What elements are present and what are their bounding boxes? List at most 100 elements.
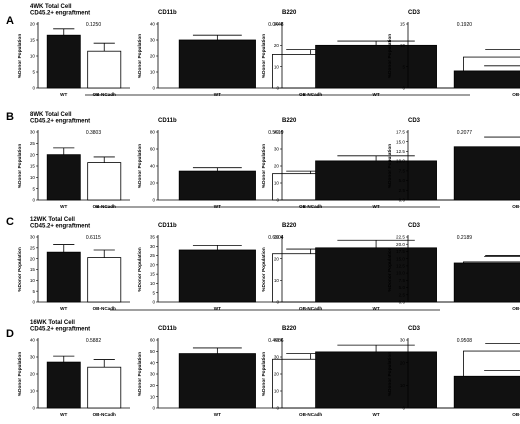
p-value-label: 0.6304 — [268, 235, 284, 241]
bar-wt — [453, 146, 520, 201]
x-category-label: WT — [60, 412, 67, 417]
bar-wt — [46, 154, 81, 201]
chart-subtitle: CD45.2+ engraftment — [30, 11, 90, 17]
x-category-label: OB-NCadh — [299, 204, 322, 209]
bar-ob-ncadh — [87, 162, 122, 201]
p-value-label: 0.1250 — [86, 22, 102, 28]
chart-title: B220 — [282, 326, 297, 332]
chart-title: B220 — [282, 10, 297, 16]
y-tick-label: 30 — [274, 147, 280, 152]
chart-title: CD11b — [158, 10, 177, 16]
y-tick-label: 17.5 — [396, 130, 405, 135]
y-tick-label: 20 — [150, 262, 156, 267]
y-tick-label: 10 — [274, 64, 280, 69]
y-tick-label: 20 — [274, 164, 280, 169]
x-category-label: WT — [373, 204, 380, 209]
y-tick-label: 30 — [274, 355, 280, 360]
chart-title: 16WK Total Cell — [30, 320, 75, 326]
y-tick-label: 12.5 — [396, 149, 405, 154]
y-tick-label: 20 — [274, 372, 280, 377]
y-tick-label: 0 — [276, 406, 279, 411]
y-tick-label: 30 — [150, 38, 156, 43]
x-category-label: WT — [373, 306, 380, 311]
bar-wt — [46, 251, 81, 303]
chart-title: CD11b — [158, 223, 177, 229]
y-tick-label: 10 — [274, 278, 280, 283]
y-tick-label: 0 — [152, 198, 155, 203]
y-tick-label: 10 — [150, 70, 156, 75]
y-tick-label: 20 — [150, 54, 156, 59]
x-category-label: WT — [60, 204, 67, 209]
y-tick-label: 5.0 — [399, 285, 406, 290]
y-tick-label: 40 — [274, 130, 280, 135]
y-tick-label: 30 — [30, 235, 36, 240]
y-tick-label: 40 — [30, 338, 36, 343]
y-tick-label: 20 — [30, 22, 36, 27]
row-label: D — [6, 328, 14, 340]
p-value-label: 0.2189 — [457, 235, 473, 241]
p-value-label: 0.2077 — [457, 130, 473, 136]
y-axis-label: %Donor Population — [17, 34, 23, 79]
x-category-label: WT — [373, 92, 380, 97]
y-tick-label: 5 — [402, 64, 405, 69]
chart-title: CD11b — [158, 326, 177, 332]
x-category-label: WT — [214, 306, 221, 311]
y-tick-label: 15 — [30, 164, 36, 169]
chart-subtitle: CD45.2+ engraftment — [30, 119, 90, 125]
y-tick-label: 0 — [32, 406, 35, 411]
p-value-label: 0.9508 — [457, 338, 473, 344]
bar-chart-panel: CD30.5963%Donor Population051015WTOB-NCa… — [387, 10, 520, 91]
chart-subtitle: CD45.2+ engraftment — [30, 224, 90, 230]
y-axis-label: %Donor Population — [387, 144, 393, 189]
bar-wt — [46, 361, 81, 409]
bar-wt — [178, 170, 256, 201]
bar-wt — [315, 160, 437, 201]
y-tick-label: 30 — [150, 244, 156, 249]
y-tick-label: 15 — [150, 272, 156, 277]
x-category-label: WT — [214, 412, 221, 417]
y-axis-label: %Donor Population — [17, 144, 23, 189]
bar-chart-panel: CD30.2067%Donor Population0102030WTOB-NC… — [387, 326, 520, 411]
x-category-label: WT — [214, 92, 221, 97]
y-tick-label: 2.5 — [399, 292, 406, 297]
y-tick-label: 0 — [152, 300, 155, 305]
bar-wt — [453, 375, 520, 409]
y-axis-label: %Donor Population — [261, 247, 267, 292]
x-category-label: OB-NCadh — [93, 412, 116, 417]
y-tick-label: 0.0 — [399, 300, 406, 305]
chart-subtitle: CD45.2+ engraftment — [30, 327, 90, 333]
bar-wt — [315, 247, 437, 303]
bar-ob-ncadh — [87, 257, 122, 303]
y-tick-label: 5 — [152, 290, 155, 295]
y-tick-label: 30 — [400, 338, 406, 343]
y-axis-label: %Donor Population — [387, 34, 393, 79]
p-value-label: 0.0448 — [268, 22, 284, 28]
y-tick-label: 20.0 — [396, 242, 405, 247]
y-tick-label: 20 — [30, 152, 36, 157]
y-tick-label: 30 — [150, 372, 156, 377]
chart-title: B220 — [282, 118, 297, 124]
y-tick-label: 5 — [32, 289, 35, 294]
y-tick-label: 40 — [150, 360, 156, 365]
chart-title: 4WK Total Cell — [30, 4, 72, 10]
y-tick-label: 30 — [274, 22, 280, 27]
y-tick-label: 5 — [32, 70, 35, 75]
bar-wt — [453, 262, 520, 303]
y-tick-label: 10 — [30, 389, 36, 394]
y-tick-label: 5 — [32, 186, 35, 191]
y-tick-label: 22.5 — [396, 235, 405, 240]
y-tick-label: 0 — [402, 86, 405, 91]
y-tick-label: 15.0 — [396, 139, 405, 144]
y-tick-label: 10.0 — [396, 159, 405, 164]
chart-title: CD11b — [158, 118, 177, 124]
x-category-label: OB-NCadh — [299, 306, 322, 311]
y-tick-label: 0 — [32, 86, 35, 91]
y-tick-label: 20 — [274, 256, 280, 261]
y-tick-label: 10 — [400, 43, 406, 48]
y-tick-label: 10.0 — [396, 271, 405, 276]
y-tick-label: 25 — [150, 253, 156, 258]
